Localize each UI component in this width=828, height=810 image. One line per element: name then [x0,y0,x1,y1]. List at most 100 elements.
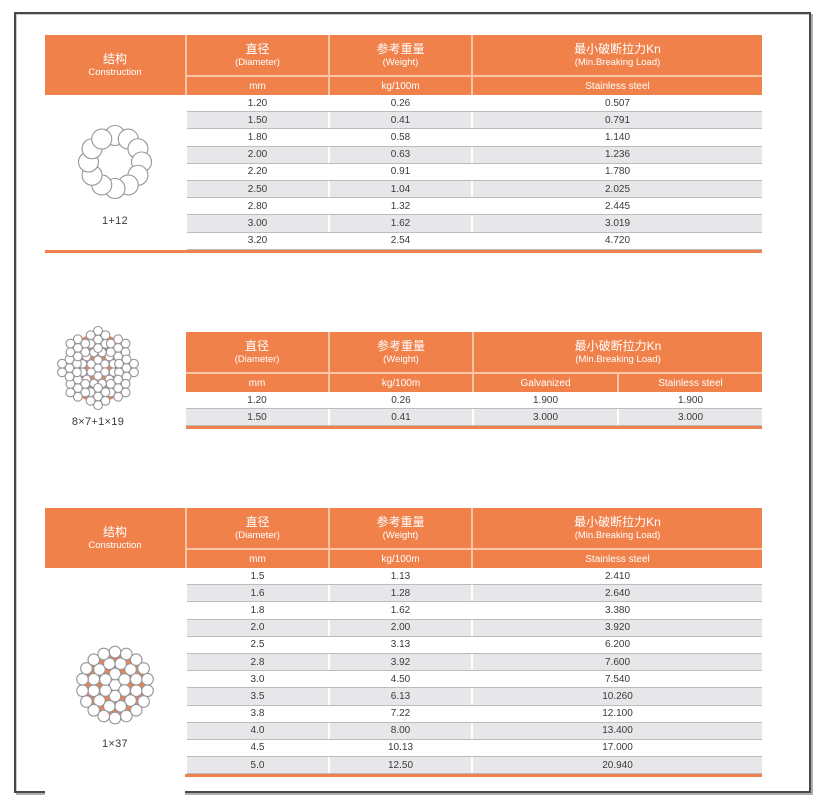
cell-value: 10.260 [473,688,762,705]
cell-value: 4.0 [187,722,328,739]
cell-value: 3.00 [187,215,328,232]
header-construction: 结构 Construction [45,508,185,568]
cell-value: 7.22 [390,708,411,720]
table-row: 4.5 10.13 17.000 [187,740,762,758]
cell-value: 7.600 [473,653,762,671]
construction-cell: 1+12 [45,95,185,250]
construction-cell: 1×37 [45,592,185,799]
cell-value: 2.5 [250,639,265,651]
header-weight: 参考重量 (Weight) [330,35,471,75]
data-rows: 1.20 0.26 0.507 1.50 0.41 0.791 1.80 0.58 1.140 2… [187,95,762,250]
unit-mm: mm [187,77,328,95]
cell-value: 1.62 [330,215,471,232]
header-breaking-load: 最小破断拉力Kn (Min.Breaking Load) [473,35,762,75]
header-weight: 参考重量 (Weight) [330,508,471,548]
cell-value: 12.50 [330,757,471,774]
cell-value: 3.000 [474,409,617,425]
unit-kg100m: kg/100m [330,374,472,392]
table-row: 3.00 1.62 3.019 [187,215,762,233]
subcol-stainless-steel: Stainless steel [619,374,762,392]
cell-value: 5.0 [187,757,328,774]
cell-value: 0.91 [390,166,411,178]
cell-value: 2.025 [473,180,762,198]
cell-value: 1.04 [330,180,471,198]
cell-value: 1.8 [250,604,265,616]
cell-value: 1.32 [390,200,411,212]
cell-value: 0.63 [330,146,471,163]
table-row: 3.8 7.22 12.100 [187,706,762,723]
cell-value: 6.200 [604,639,631,651]
cell-value: 3.8 [250,708,265,720]
cell-value: 3.92 [330,653,471,671]
table-row: 3.20 2.54 4.720 [187,233,762,250]
cell-value: 3.019 [473,215,762,232]
cell-value: 20.940 [473,757,762,774]
cell-value: 7.540 [604,673,631,685]
table-row: 3.0 4.50 7.540 [187,671,762,689]
cell-value: 1.50 [187,112,328,129]
cell-value: 1.20 [247,97,268,109]
cell-value: 1.900 [677,394,704,406]
cell-value: 13.400 [473,722,762,739]
cell-value: 4.50 [390,673,411,685]
cell-value: 2.0 [187,619,328,636]
cell-value: 4.5 [250,742,265,754]
cell-value: 1.900 [532,394,559,406]
cell-value: 0.41 [330,409,472,425]
header-diameter: 直径 (Diameter) [187,35,328,75]
cell-value: 3.380 [604,604,631,616]
cell-value: 2.50 [187,180,328,198]
cell-value: 17.000 [602,742,633,754]
construction-label: 8×7+1×19 [71,416,125,428]
cell-value: 2.640 [473,585,762,602]
cell-value: 3.0 [250,673,265,685]
subcol-stainless-steel: Stainless steel [473,77,762,95]
cell-value: 1.13 [390,570,411,582]
rope-cross-section-1x37-image [76,645,154,724]
table-body: 1+12 1.20 0.26 0.507 1.50 0.41 0.791 1.80 0.58 1… [45,95,762,250]
cell-value: 1.62 [390,604,411,616]
cell-value: 0.791 [473,112,762,129]
table-header: 直径 (Diameter) 参考重量 (Weight) 最小破断拉力Kn (Mi… [186,332,762,392]
cell-value: 1.20 [247,394,267,406]
table-body: 1×37 1.5 1.13 2.410 1.6 1.28 2.640 1.8 1.62 3.38… [45,568,762,799]
cell-value: 2.00 [330,619,471,636]
cell-value: 2.20 [247,166,268,178]
cell-value: 0.58 [390,131,411,143]
table-row: 5.0 12.50 20.940 [187,757,762,775]
cell-value: 2.445 [604,200,631,212]
header-weight: 参考重量 (Weight) [330,332,472,372]
table-header: 结构 Construction 直径 (Diameter) 参考重量 (Weig… [45,35,762,95]
header-construction-zh: 结构 [102,51,127,66]
table-row: 2.50 1.04 2.025 [187,180,762,199]
cell-value: 1.6 [187,585,328,602]
header-breaking-load: 最小破断拉力Kn (Min.Breaking Load) [473,508,762,548]
header-construction: 结构 Construction [45,35,185,95]
cell-value: 3.13 [390,639,411,651]
cell-value: 2.80 [247,200,268,212]
table-row: 2.0 2.00 3.920 [187,619,762,637]
table-row: 2.20 0.91 1.780 [187,164,762,181]
cell-value: 1.140 [604,131,631,143]
data-rows: 1.5 1.13 2.410 1.6 1.28 2.640 1.8 1.62 3.380 2.0 2… [187,568,762,775]
cell-value: 2.00 [187,146,328,163]
table-bottom-rule [186,426,762,429]
header-diameter: 直径 (Diameter) [186,332,328,372]
header-diameter: 直径 (Diameter) [187,508,328,548]
cell-value: 1.236 [473,146,762,163]
spec-table-1-plus-12: 结构 Construction 直径 (Diameter) 参考重量 (Weig… [45,35,762,253]
cell-value: 0.41 [330,112,471,129]
table-body: 1.20 0.26 1.900 1.900 1.50 0.41 3.000 3.000 [186,392,762,426]
table-row: 2.00 0.63 1.236 [187,146,762,164]
table-row: 1.6 1.28 2.640 [187,585,762,603]
spec-table-1x37: 结构 Construction 直径 (Diameter) 参考重量 (Weig… [45,508,762,799]
unit-kg100m: kg/100m [330,77,471,95]
rope-cross-section-8x7-1x19-image [57,325,139,411]
header-construction-en: Construction [88,66,142,78]
cell-value: 4.720 [604,235,631,247]
cell-value: 0.26 [390,97,411,109]
table-row: 2.8 3.92 7.600 [187,653,762,672]
cell-value: 2.54 [390,235,411,247]
unit-mm: mm [187,550,328,568]
spec-table-8x7-1x19: 直径 (Diameter) 参考重量 (Weight) 最小破断拉力Kn (Mi… [186,332,762,429]
